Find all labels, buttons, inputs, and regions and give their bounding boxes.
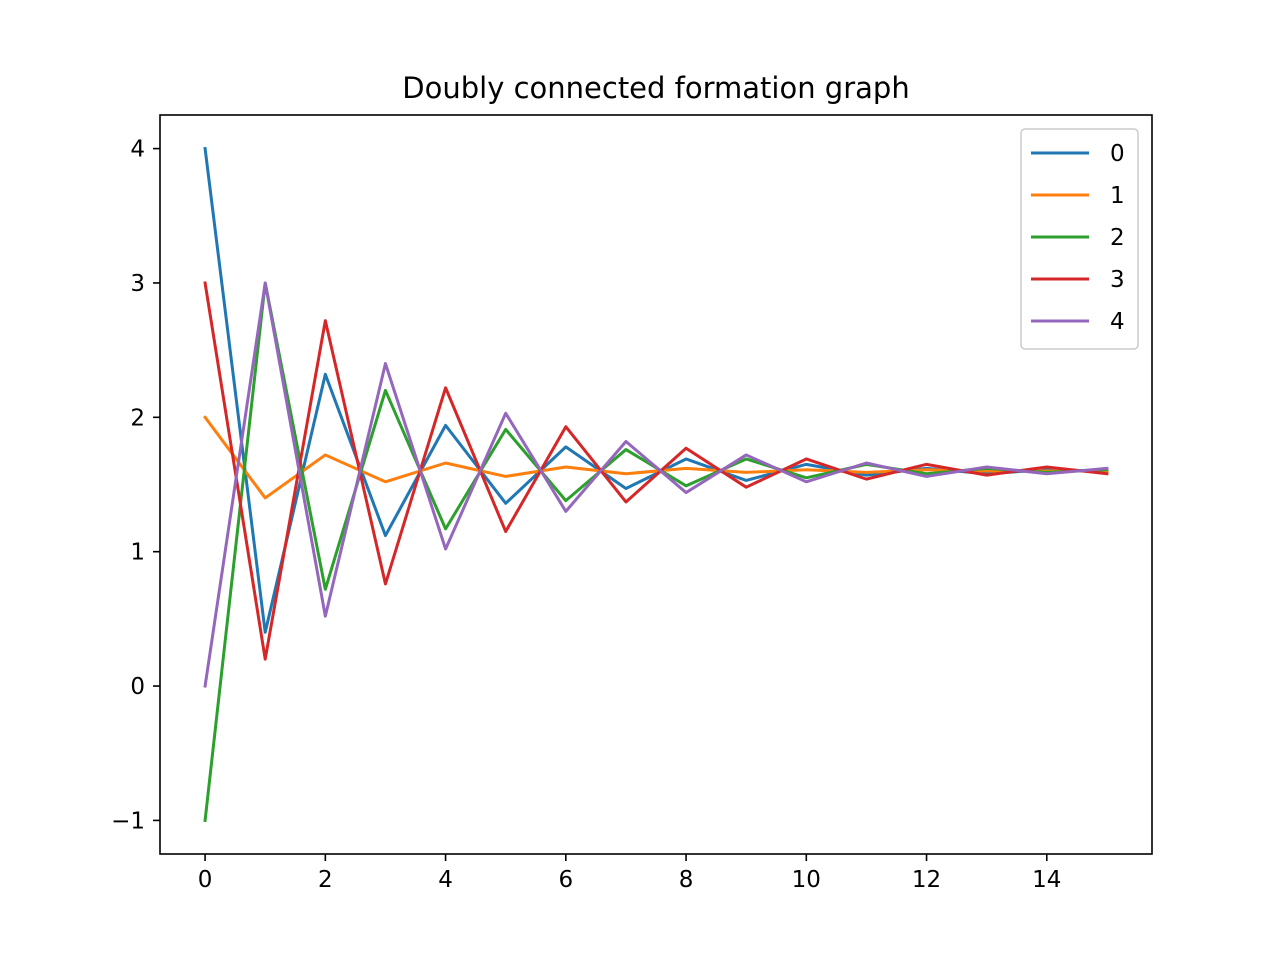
legend-label-4: 4: [1110, 309, 1125, 335]
x-tick-label: 6: [558, 867, 573, 893]
legend: 0 1 2 3 4: [1020, 128, 1139, 350]
x-tick-label: 14: [1032, 867, 1061, 893]
y-tick-label: 1: [130, 540, 145, 566]
legend-box: [1020, 128, 1139, 350]
legend-label-0: 0: [1110, 141, 1125, 167]
x-axis: 0 2 4 6 8 10 12 14: [198, 854, 1061, 893]
series-line-3: [203, 281, 1109, 661]
y-tick-label: −1: [111, 808, 145, 834]
x-tick-label: 10: [792, 867, 821, 893]
y-tick-label: 4: [130, 137, 145, 163]
y-tick-label: 2: [130, 405, 145, 431]
series-group: [202, 146, 1109, 823]
y-tick-label: 0: [130, 674, 145, 700]
x-tick-label: 2: [318, 867, 333, 893]
y-axis: −1 0 1 2 3 4: [111, 137, 160, 834]
legend-label-2: 2: [1110, 225, 1125, 251]
x-tick-label: 4: [438, 867, 453, 893]
x-tick-label: 12: [912, 867, 941, 893]
legend-label-1: 1: [1110, 183, 1125, 209]
y-tick-label: 3: [130, 271, 145, 297]
series-line-4: [203, 281, 1109, 688]
x-tick-label: 8: [679, 867, 694, 893]
x-tick-label: 0: [198, 867, 213, 893]
axes-frame: [159, 114, 1153, 855]
chart-title: Doubly connected formation graph: [402, 71, 909, 105]
legend-label-3: 3: [1110, 267, 1125, 293]
